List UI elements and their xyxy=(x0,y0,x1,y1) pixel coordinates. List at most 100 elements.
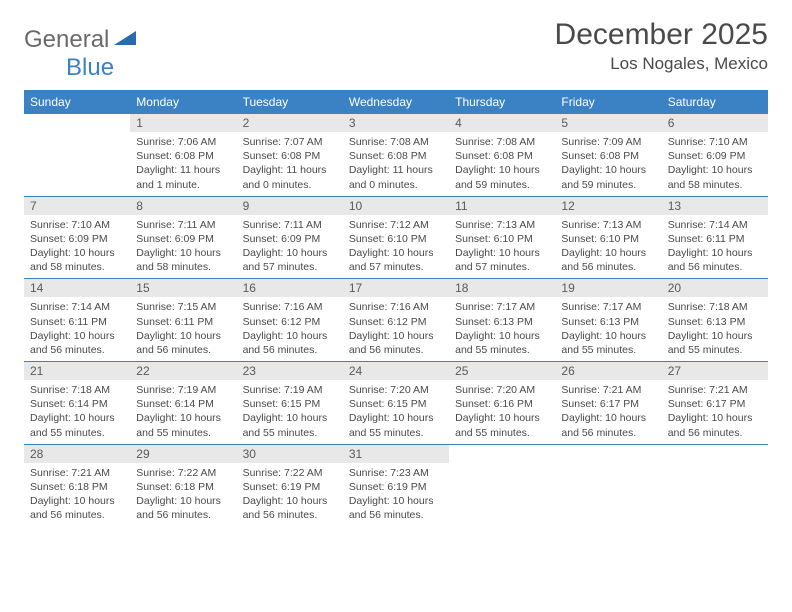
logo-part1: General xyxy=(24,26,109,53)
calendar-cell: 25Sunrise: 7:20 AMSunset: 6:16 PMDayligh… xyxy=(449,362,555,445)
day-body: Sunrise: 7:22 AMSunset: 6:18 PMDaylight:… xyxy=(130,463,236,527)
day-body: Sunrise: 7:08 AMSunset: 6:08 PMDaylight:… xyxy=(449,132,555,196)
day-body: Sunrise: 7:11 AMSunset: 6:09 PMDaylight:… xyxy=(130,215,236,279)
calendar-body: 1Sunrise: 7:06 AMSunset: 6:08 PMDaylight… xyxy=(24,114,768,526)
day-body: Sunrise: 7:07 AMSunset: 6:08 PMDaylight:… xyxy=(237,132,343,196)
day-number: 16 xyxy=(237,279,343,297)
calendar-cell: 12Sunrise: 7:13 AMSunset: 6:10 PMDayligh… xyxy=(555,196,661,279)
calendar-cell: 4Sunrise: 7:08 AMSunset: 6:08 PMDaylight… xyxy=(449,114,555,196)
day-number: 8 xyxy=(130,197,236,215)
calendar-cell: 15Sunrise: 7:15 AMSunset: 6:11 PMDayligh… xyxy=(130,279,236,362)
calendar-cell: 7Sunrise: 7:10 AMSunset: 6:09 PMDaylight… xyxy=(24,196,130,279)
day-body: Sunrise: 7:14 AMSunset: 6:11 PMDaylight:… xyxy=(24,297,130,361)
header: General Blue December 2025 Los Nogales, … xyxy=(24,18,768,82)
calendar-cell: 22Sunrise: 7:19 AMSunset: 6:14 PMDayligh… xyxy=(130,362,236,445)
calendar-cell: 28Sunrise: 7:21 AMSunset: 6:18 PMDayligh… xyxy=(24,444,130,526)
location: Los Nogales, Mexico xyxy=(555,54,768,74)
day-number: 28 xyxy=(24,445,130,463)
day-number: 25 xyxy=(449,362,555,380)
weekday-header: Wednesday xyxy=(343,90,449,114)
day-body: Sunrise: 7:09 AMSunset: 6:08 PMDaylight:… xyxy=(555,132,661,196)
calendar-cell: 26Sunrise: 7:21 AMSunset: 6:17 PMDayligh… xyxy=(555,362,661,445)
day-number: 27 xyxy=(662,362,768,380)
day-body: Sunrise: 7:08 AMSunset: 6:08 PMDaylight:… xyxy=(343,132,449,196)
day-body: Sunrise: 7:21 AMSunset: 6:17 PMDaylight:… xyxy=(662,380,768,444)
day-number: 14 xyxy=(24,279,130,297)
calendar-cell: 24Sunrise: 7:20 AMSunset: 6:15 PMDayligh… xyxy=(343,362,449,445)
day-body: Sunrise: 7:22 AMSunset: 6:19 PMDaylight:… xyxy=(237,463,343,527)
day-number: 13 xyxy=(662,197,768,215)
day-number: 19 xyxy=(555,279,661,297)
calendar-cell: 21Sunrise: 7:18 AMSunset: 6:14 PMDayligh… xyxy=(24,362,130,445)
day-body: Sunrise: 7:17 AMSunset: 6:13 PMDaylight:… xyxy=(555,297,661,361)
calendar-cell: 19Sunrise: 7:17 AMSunset: 6:13 PMDayligh… xyxy=(555,279,661,362)
day-number: 31 xyxy=(343,445,449,463)
day-body: Sunrise: 7:16 AMSunset: 6:12 PMDaylight:… xyxy=(343,297,449,361)
calendar-cell: 1Sunrise: 7:06 AMSunset: 6:08 PMDaylight… xyxy=(130,114,236,196)
weekday-header: Thursday xyxy=(449,90,555,114)
calendar-cell: 27Sunrise: 7:21 AMSunset: 6:17 PMDayligh… xyxy=(662,362,768,445)
calendar-cell: 13Sunrise: 7:14 AMSunset: 6:11 PMDayligh… xyxy=(662,196,768,279)
weekday-header: Monday xyxy=(130,90,236,114)
day-number: 3 xyxy=(343,114,449,132)
calendar-cell: 23Sunrise: 7:19 AMSunset: 6:15 PMDayligh… xyxy=(237,362,343,445)
calendar-cell: 9Sunrise: 7:11 AMSunset: 6:09 PMDaylight… xyxy=(237,196,343,279)
day-number: 15 xyxy=(130,279,236,297)
day-number: 26 xyxy=(555,362,661,380)
calendar-cell: 30Sunrise: 7:22 AMSunset: 6:19 PMDayligh… xyxy=(237,444,343,526)
day-body: Sunrise: 7:11 AMSunset: 6:09 PMDaylight:… xyxy=(237,215,343,279)
day-body: Sunrise: 7:14 AMSunset: 6:11 PMDaylight:… xyxy=(662,215,768,279)
weekday-header: Tuesday xyxy=(237,90,343,114)
calendar-cell: 20Sunrise: 7:18 AMSunset: 6:13 PMDayligh… xyxy=(662,279,768,362)
day-number: 29 xyxy=(130,445,236,463)
day-number: 2 xyxy=(237,114,343,132)
day-number: 6 xyxy=(662,114,768,132)
day-number: 1 xyxy=(130,114,236,132)
weekday-header: Friday xyxy=(555,90,661,114)
day-number: 5 xyxy=(555,114,661,132)
day-number: 11 xyxy=(449,197,555,215)
day-body: Sunrise: 7:18 AMSunset: 6:14 PMDaylight:… xyxy=(24,380,130,444)
calendar-cell xyxy=(555,444,661,526)
day-body: Sunrise: 7:23 AMSunset: 6:19 PMDaylight:… xyxy=(343,463,449,527)
calendar-cell xyxy=(662,444,768,526)
day-number: 21 xyxy=(24,362,130,380)
day-number: 24 xyxy=(343,362,449,380)
logo-text: General Blue xyxy=(24,26,136,82)
day-body: Sunrise: 7:20 AMSunset: 6:16 PMDaylight:… xyxy=(449,380,555,444)
calendar-head: SundayMondayTuesdayWednesdayThursdayFrid… xyxy=(24,90,768,114)
day-number: 10 xyxy=(343,197,449,215)
calendar-cell: 8Sunrise: 7:11 AMSunset: 6:09 PMDaylight… xyxy=(130,196,236,279)
day-body: Sunrise: 7:19 AMSunset: 6:14 PMDaylight:… xyxy=(130,380,236,444)
day-body: Sunrise: 7:21 AMSunset: 6:18 PMDaylight:… xyxy=(24,463,130,527)
day-body: Sunrise: 7:20 AMSunset: 6:15 PMDaylight:… xyxy=(343,380,449,444)
day-body: Sunrise: 7:10 AMSunset: 6:09 PMDaylight:… xyxy=(24,215,130,279)
calendar-cell: 10Sunrise: 7:12 AMSunset: 6:10 PMDayligh… xyxy=(343,196,449,279)
calendar-cell: 11Sunrise: 7:13 AMSunset: 6:10 PMDayligh… xyxy=(449,196,555,279)
day-number: 22 xyxy=(130,362,236,380)
calendar-cell xyxy=(24,114,130,196)
day-number: 18 xyxy=(449,279,555,297)
day-body: Sunrise: 7:15 AMSunset: 6:11 PMDaylight:… xyxy=(130,297,236,361)
calendar-cell: 18Sunrise: 7:17 AMSunset: 6:13 PMDayligh… xyxy=(449,279,555,362)
day-number: 12 xyxy=(555,197,661,215)
calendar-cell: 31Sunrise: 7:23 AMSunset: 6:19 PMDayligh… xyxy=(343,444,449,526)
weekday-header: Saturday xyxy=(662,90,768,114)
calendar-cell: 3Sunrise: 7:08 AMSunset: 6:08 PMDaylight… xyxy=(343,114,449,196)
calendar-cell: 5Sunrise: 7:09 AMSunset: 6:08 PMDaylight… xyxy=(555,114,661,196)
calendar-table: SundayMondayTuesdayWednesdayThursdayFrid… xyxy=(24,90,768,526)
day-body: Sunrise: 7:06 AMSunset: 6:08 PMDaylight:… xyxy=(130,132,236,196)
calendar-cell: 6Sunrise: 7:10 AMSunset: 6:09 PMDaylight… xyxy=(662,114,768,196)
day-number: 9 xyxy=(237,197,343,215)
logo-part2: Blue xyxy=(66,54,114,81)
calendar-cell xyxy=(449,444,555,526)
day-number: 30 xyxy=(237,445,343,463)
calendar-cell: 17Sunrise: 7:16 AMSunset: 6:12 PMDayligh… xyxy=(343,279,449,362)
day-number: 7 xyxy=(24,197,130,215)
weekday-header: Sunday xyxy=(24,90,130,114)
day-body: Sunrise: 7:18 AMSunset: 6:13 PMDaylight:… xyxy=(662,297,768,361)
calendar-cell: 16Sunrise: 7:16 AMSunset: 6:12 PMDayligh… xyxy=(237,279,343,362)
day-number: 17 xyxy=(343,279,449,297)
day-number: 20 xyxy=(662,279,768,297)
month-title: December 2025 xyxy=(555,18,768,52)
